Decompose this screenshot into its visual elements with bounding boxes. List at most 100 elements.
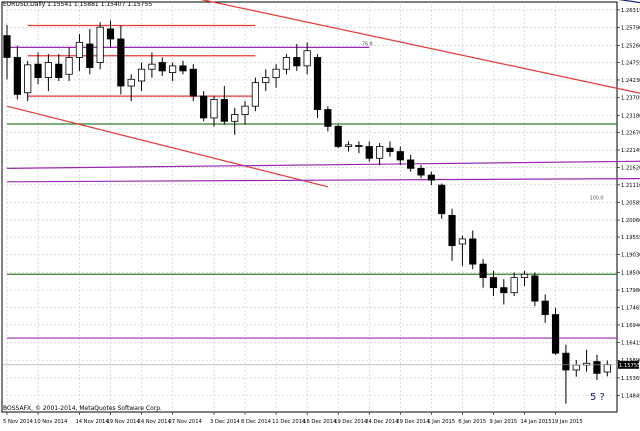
- candle-body-up: [128, 79, 134, 86]
- fib-label-76: 76.8: [362, 41, 373, 47]
- x-tick-label: 6 Jan 2015: [458, 419, 486, 425]
- candle-body-down: [439, 185, 445, 214]
- candle-body-down: [428, 175, 434, 180]
- candle-body-up: [521, 274, 527, 277]
- candle-body-up: [149, 64, 155, 69]
- candle-body-down: [563, 353, 569, 370]
- chart-title: EURUSD,Daily 1.15541 1.15881 1.15407 1.1…: [3, 1, 152, 8]
- x-tick-label: 14 Nov 2014: [75, 419, 109, 425]
- trend-line: [7, 106, 328, 187]
- candle-body-down: [4, 36, 10, 58]
- y-tick-label: 1.23705: [621, 96, 640, 102]
- x-tick-label: 14 Jan 2015: [521, 419, 552, 425]
- candle-body-down: [407, 160, 413, 168]
- y-tick-label: 1.21110: [621, 183, 640, 189]
- trend-line: [7, 161, 640, 168]
- candle-body-up: [573, 365, 579, 370]
- candle-body-down: [470, 239, 476, 264]
- candle-body-down: [87, 44, 93, 68]
- y-tick-label: 1.16415: [621, 341, 640, 347]
- current-price-label: 1.15755: [619, 363, 640, 369]
- x-tick-label: 3 Dec 2014: [210, 419, 241, 425]
- y-tick-label: 1.17465: [621, 305, 640, 311]
- candle-body-up: [66, 57, 72, 74]
- y-tick-label: 1.18500: [621, 271, 640, 277]
- candle-body-down: [480, 264, 486, 277]
- candle-body-down: [56, 64, 62, 77]
- y-tick-label: 1.17980: [621, 288, 640, 294]
- trend-line: [602, 0, 640, 7]
- candle-body-down: [552, 315, 558, 354]
- y-tick-label: 1.19555: [621, 235, 640, 241]
- candle-body-up: [511, 278, 517, 293]
- candle-body-down: [335, 126, 341, 146]
- x-tick-label: 29 Dec 2014: [396, 419, 430, 425]
- candle-body-up: [252, 83, 258, 107]
- y-tick-label: 1.20060: [621, 218, 640, 224]
- x-tick-label: 1 Jan 2015: [427, 419, 455, 425]
- candle-body-up: [232, 115, 238, 122]
- candle-body-up: [169, 66, 175, 73]
- candle-body-down: [35, 64, 41, 77]
- x-tick-label: 16 Dec 2014: [303, 419, 337, 425]
- candle-body-up: [76, 42, 82, 57]
- candle-body-up: [604, 365, 610, 372]
- x-tick-label: 9 Jan 2015: [489, 419, 517, 425]
- trend-line: [7, 178, 640, 181]
- candle-body-down: [118, 39, 124, 86]
- candle-body-up: [97, 27, 103, 62]
- candle-body-down: [356, 146, 362, 147]
- fib-label-100: 100.0: [590, 195, 604, 201]
- corner-label: 5 ?: [590, 392, 605, 403]
- y-tick-label: 1.25790: [621, 26, 640, 32]
- candle-body-up: [345, 145, 351, 147]
- candle-body-up: [45, 62, 51, 77]
- y-tick-label: 1.22670: [621, 130, 640, 136]
- candle-body-up: [376, 147, 382, 159]
- x-tick-label: 8 Dec 2014: [241, 419, 272, 425]
- y-tick-label: 1.25260: [621, 43, 640, 49]
- candle-body-down: [532, 276, 538, 301]
- candle-body-down: [325, 110, 331, 127]
- candle-body-down: [418, 168, 424, 175]
- x-tick-label: 24 Dec 2014: [365, 419, 399, 425]
- x-tick-label: 10 Nov 2014: [34, 419, 68, 425]
- candle-body-up: [211, 99, 217, 117]
- y-tick-label: 1.22145: [621, 148, 640, 154]
- candle-body-up: [242, 106, 248, 114]
- x-tick-label: 27 Nov 2014: [169, 419, 203, 425]
- y-tick-label: 1.16940: [621, 323, 640, 329]
- candle-body-up: [273, 69, 279, 77]
- y-tick-label: 1.24755: [621, 60, 640, 66]
- candle-body-down: [159, 62, 165, 70]
- candle-body-down: [107, 29, 113, 39]
- candle-body-down: [387, 148, 393, 151]
- candle-body-down: [490, 278, 496, 288]
- x-tick-label: 19 Nov 2014: [107, 419, 141, 425]
- y-tick-label: 1.23180: [621, 113, 640, 119]
- x-tick-label: 5 Nov 2014: [3, 419, 34, 425]
- candle-body-up: [459, 239, 465, 244]
- y-tick-label: 1.24230: [621, 78, 640, 84]
- candle-body-down: [542, 301, 548, 314]
- candle-body-down: [200, 96, 206, 118]
- y-tick-label: 1.15365: [621, 376, 640, 382]
- x-tick-label: 24 Nov 2014: [138, 419, 172, 425]
- candle-body-down: [14, 57, 20, 94]
- y-tick-label: 1.20585: [621, 200, 640, 206]
- candle-body-up: [304, 51, 310, 66]
- candle-body-down: [501, 288, 507, 293]
- candle-body-down: [449, 215, 455, 245]
- candle-body-up: [138, 69, 144, 81]
- candle-body-down: [397, 152, 403, 160]
- candle-body-down: [180, 66, 186, 71]
- candle-body-down: [190, 69, 196, 96]
- x-tick-label: 19 Jan 2015: [552, 419, 583, 425]
- candle-body-down: [221, 99, 227, 121]
- x-tick-label: 19 Dec 2014: [334, 419, 368, 425]
- candle-body-down: [366, 147, 372, 159]
- candle-body-up: [263, 78, 269, 83]
